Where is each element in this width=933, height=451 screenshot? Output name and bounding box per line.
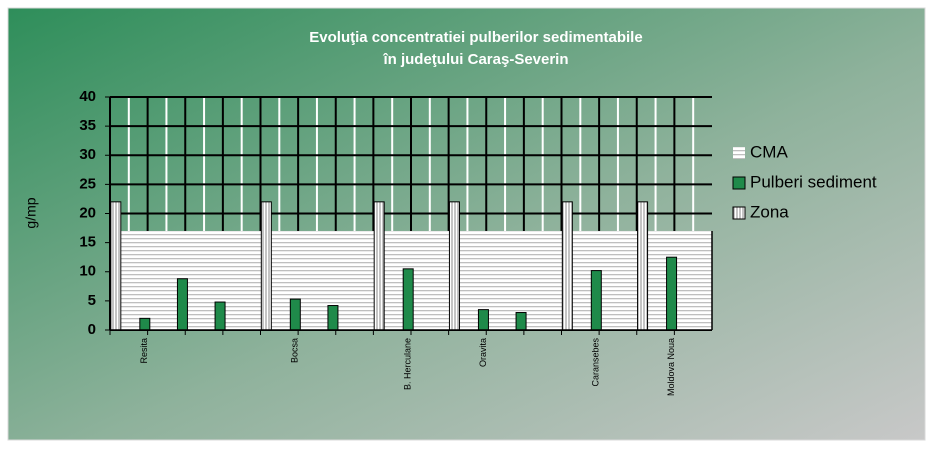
bar: [110, 201, 122, 331]
legend-swatch: [732, 176, 746, 190]
y-axis-label: g/mp: [23, 197, 39, 228]
bar: [214, 301, 226, 331]
bar: [666, 256, 678, 331]
bar: [373, 201, 385, 331]
chart-title: Evoluţia concentratiei pulberilor sedime…: [309, 29, 642, 46]
bar: [289, 298, 301, 331]
bar: [402, 268, 414, 331]
bar: [515, 312, 527, 331]
bar: [561, 201, 573, 331]
bar: [260, 201, 272, 331]
y-tick-label: 15: [79, 234, 96, 251]
area-segment: [523, 230, 562, 330]
legend-label: CMA: [750, 142, 788, 161]
y-tick-label: 40: [79, 88, 96, 105]
y-tick-label: 0: [88, 321, 96, 338]
bar: [327, 305, 339, 331]
area-segment: [222, 230, 261, 330]
legend-swatch: [733, 147, 745, 159]
y-tick-label: 35: [79, 117, 96, 134]
x-tick-label: Oravita: [478, 338, 488, 367]
x-tick-label: Bocsa: [290, 338, 300, 363]
bar: [448, 201, 460, 331]
bar: [637, 201, 649, 331]
area-segment: [599, 230, 638, 330]
bar: [590, 270, 602, 331]
legend-swatch: [732, 206, 746, 220]
area-segment: [335, 230, 374, 330]
x-tick-label: Caransebes: [591, 338, 601, 387]
y-tick-label: 10: [79, 263, 96, 280]
y-tick-label: 25: [79, 175, 96, 192]
bar: [176, 278, 188, 331]
x-tick-label: Moldova Noua: [666, 338, 676, 396]
y-tick-label: 5: [88, 292, 96, 309]
bar: [139, 317, 151, 331]
x-tick-label: Resita: [139, 338, 149, 364]
legend-label: Zona: [750, 202, 789, 221]
area-segment: [674, 230, 713, 330]
x-tick-label: B. Herculane: [403, 338, 413, 390]
y-tick-label: 30: [79, 146, 96, 163]
area-segment: [411, 230, 450, 330]
y-tick-label: 20: [79, 204, 96, 221]
legend-label: Pulberi sediment: [750, 172, 877, 191]
chart-title: în judeţului Caraş-Severin: [382, 51, 568, 68]
bar: [477, 309, 489, 331]
